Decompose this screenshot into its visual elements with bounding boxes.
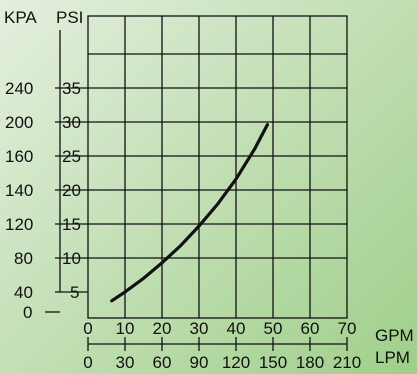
gpm-tick-label: 20: [153, 319, 172, 338]
lpm-tick-label: 60: [153, 353, 172, 372]
psi-tick-label: 20: [62, 181, 81, 200]
lpm-tick-label: 150: [259, 353, 287, 372]
lpm-tick-label: 180: [296, 353, 324, 372]
lpm-tick-label: 30: [116, 353, 135, 372]
lpm-tick-label: 0: [83, 353, 92, 372]
gpm-tick-label: 40: [227, 319, 246, 338]
psi-tick-label: 5: [70, 283, 79, 302]
kpa-tick-label: 80: [14, 249, 33, 268]
gpm-tick-label: 70: [338, 319, 357, 338]
gpm-tick-label: 60: [301, 319, 320, 338]
kpa-tick-label: 200: [5, 113, 33, 132]
gpm-axis-title: GPM: [375, 326, 414, 345]
lpm-tick-label: 120: [222, 353, 250, 372]
kpa-tick-label: 140: [5, 181, 33, 200]
lpm-axis-title: LPM: [375, 348, 410, 367]
lpm-tick-label: 210: [333, 353, 361, 372]
chart-grid: [87, 15, 348, 319]
plot-frame: [87, 15, 348, 319]
kpa-tick-label: 240: [5, 79, 33, 98]
kpa-tick-label: 120: [5, 215, 33, 234]
gpm-tick-label: 30: [190, 319, 209, 338]
psi-tick-label: 10: [62, 249, 81, 268]
kpa-axis-title: KPA: [4, 8, 37, 27]
lpm-axis: 0 30 60 90 120 150 180 210: [83, 337, 361, 372]
kpa-tick-label: 40: [14, 283, 33, 302]
gpm-tick-label: 10: [116, 319, 135, 338]
gpm-axis: 0 10 20 30 40 50 60 70: [83, 319, 356, 338]
psi-tick-label: 35: [62, 79, 81, 98]
kpa-tick-label: 0: [23, 303, 32, 322]
psi-tick-label: 15: [62, 215, 81, 234]
psi-tick-label: 30: [62, 113, 81, 132]
gpm-tick-label: 0: [83, 319, 92, 338]
lpm-tick-label: 90: [190, 353, 209, 372]
kpa-tick-label: 160: [5, 147, 33, 166]
gpm-tick-label: 50: [264, 319, 283, 338]
psi-axis: 5 10 15 20 25 30 35: [55, 79, 88, 302]
psi-axis-title: PSI: [56, 8, 83, 27]
psi-tick-label: 25: [62, 147, 81, 166]
pressure-curve: [110, 123, 269, 303]
kpa-axis: 040 80 120 140 160 200 240: [5, 30, 61, 322]
